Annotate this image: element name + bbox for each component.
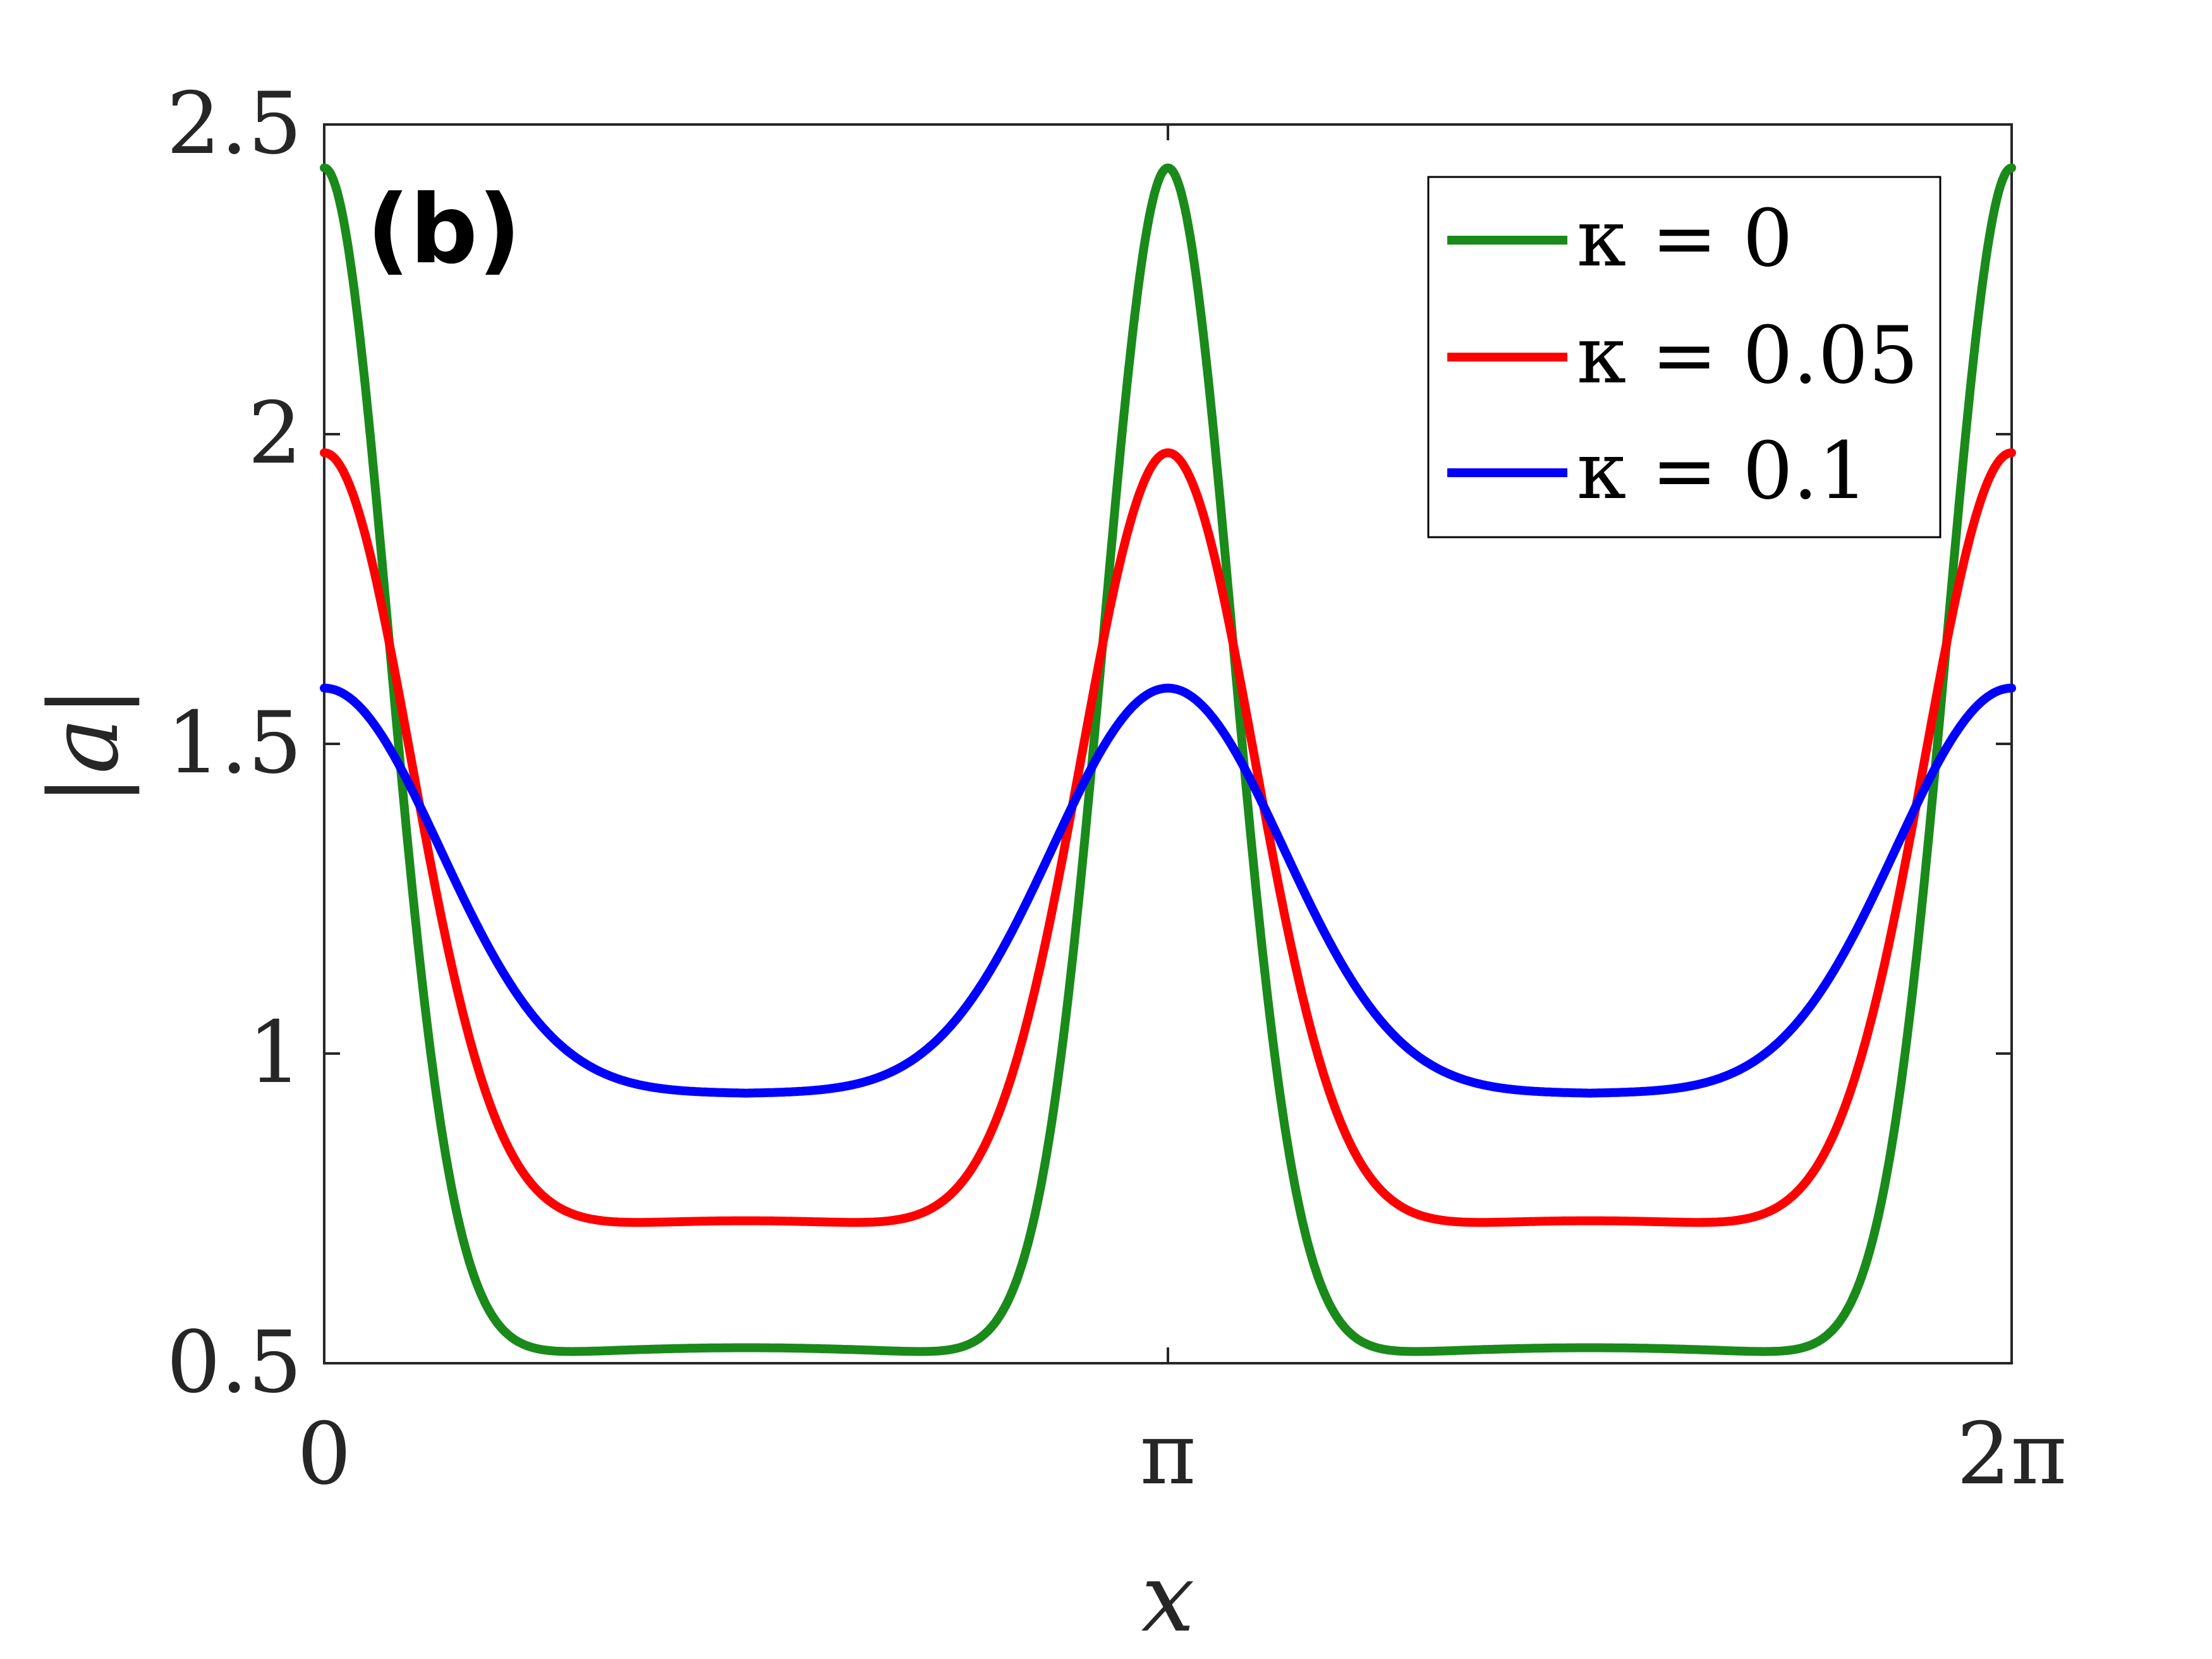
series-line-0 [320, 163, 2016, 1356]
legend-label-k01: κ = 0.1 [1577, 425, 1868, 517]
y-tick-label: 2.5 [166, 74, 302, 173]
x-tick-label: 2π [1957, 1404, 2067, 1504]
x-tick-label: 0 [297, 1404, 351, 1504]
y-axis-title: |a| [30, 686, 140, 806]
x-tick-label: π [1140, 1404, 1196, 1504]
tick-marks [323, 123, 2013, 1364]
legend: κ = 0 κ = 0.05 κ = 0.1 [1427, 176, 1942, 538]
legend-label-k0: κ = 0 [1577, 193, 1793, 284]
series-group [320, 163, 2016, 1356]
panel-label: (b) [367, 175, 521, 285]
y-tick-label: 2 [248, 384, 302, 483]
y-tick-label: 0.5 [166, 1313, 302, 1412]
tick-labels: 0 π 2π 0.5 1 1.5 2 2.5 [166, 74, 2067, 1504]
x-axis-title: x [1141, 1543, 1195, 1653]
y-tick-label: 1.5 [166, 693, 302, 793]
series-line-1 [320, 448, 2016, 1227]
legend-label-k005: κ = 0.05 [1577, 310, 1919, 401]
series-line-2 [320, 683, 2016, 1098]
y-tick-label: 1 [248, 1003, 302, 1102]
